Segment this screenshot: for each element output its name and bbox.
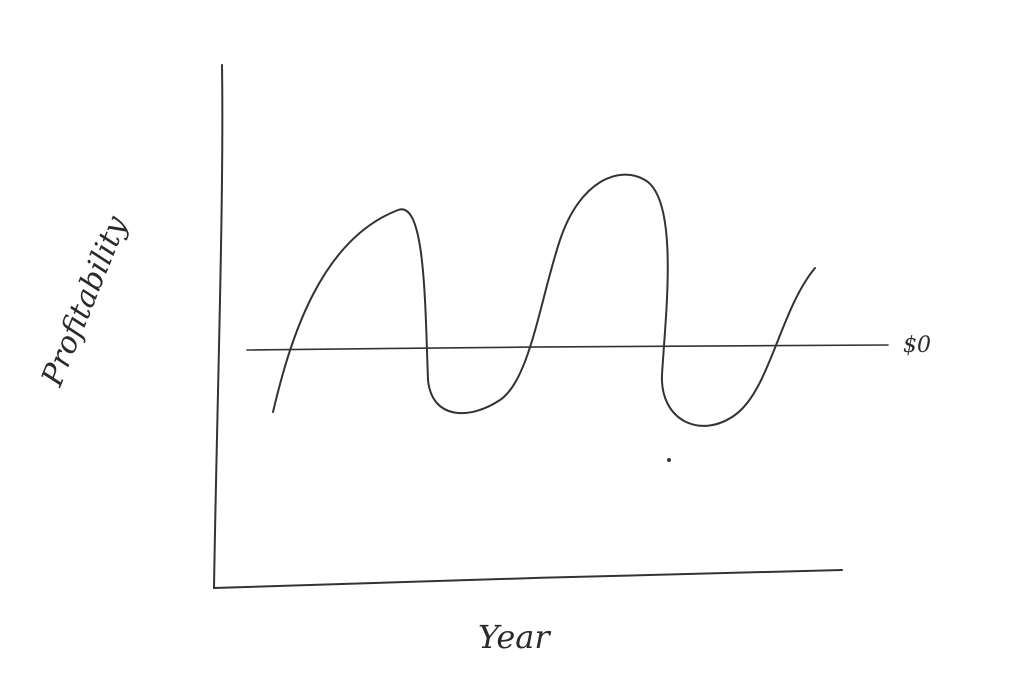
y-axis-label: Profitability: [35, 210, 135, 391]
stray-mark: [667, 458, 671, 462]
x-axis: [213, 569, 843, 589]
zero-label: $0: [903, 333, 931, 358]
profitability-curve: [272, 173, 816, 427]
y-axis: [213, 64, 224, 589]
zero-reference-line: [246, 344, 889, 351]
x-axis-label: Year: [478, 618, 551, 656]
